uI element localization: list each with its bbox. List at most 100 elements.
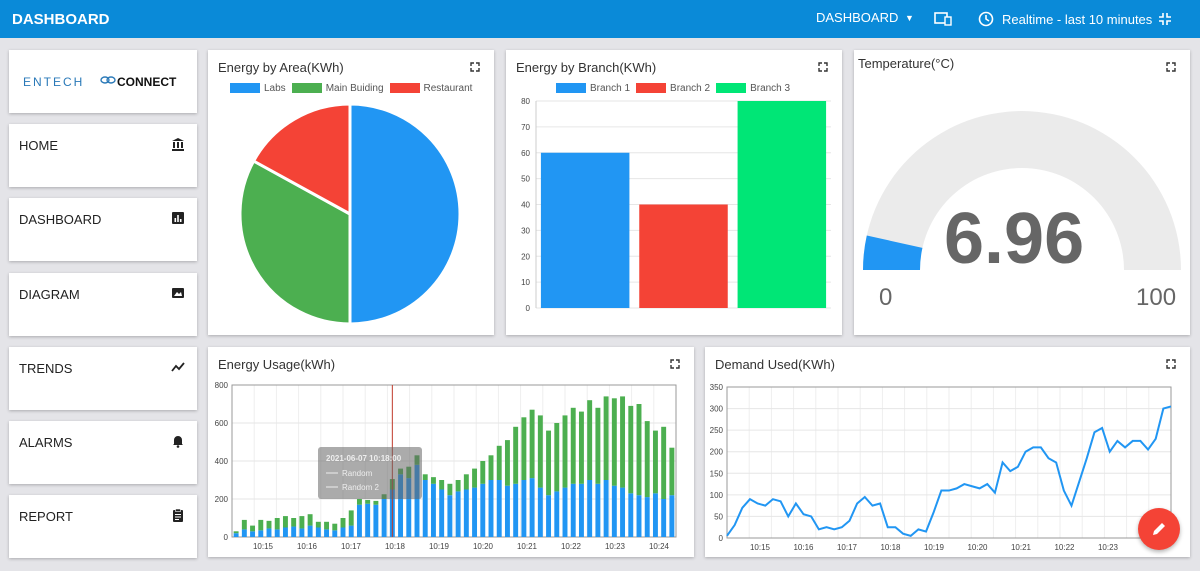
usage-bar[interactable] [603, 480, 609, 537]
usage-bar[interactable] [513, 483, 519, 537]
usage-bar[interactable] [661, 426, 667, 499]
usage-bar[interactable] [447, 483, 453, 496]
usage-bar[interactable] [611, 398, 617, 486]
usage-bar[interactable] [365, 503, 371, 537]
usage-bar[interactable] [562, 415, 568, 488]
usage-bar[interactable] [274, 529, 280, 537]
usage-bar[interactable] [274, 518, 280, 530]
usage-bar[interactable] [472, 487, 478, 537]
usage-bar[interactable] [488, 480, 494, 537]
usage-bar[interactable] [233, 531, 239, 534]
sidebar-item-diagram[interactable]: DIAGRAM [9, 273, 197, 336]
usage-bar[interactable] [595, 407, 601, 484]
usage-bar[interactable] [348, 525, 354, 537]
usage-bar[interactable] [488, 455, 494, 480]
usage-bar[interactable] [669, 447, 675, 496]
usage-bar[interactable] [463, 474, 469, 490]
dashboard-select[interactable]: DASHBOARD [816, 10, 899, 25]
bar-legend-item[interactable]: Branch 1 [556, 83, 630, 94]
usage-bar[interactable] [504, 440, 510, 486]
usage-bar[interactable] [340, 518, 346, 528]
fullscreen-icon[interactable] [670, 359, 680, 369]
usage-bar[interactable] [282, 516, 288, 528]
pie-slice[interactable] [348, 102, 462, 326]
usage-bar[interactable] [332, 530, 338, 537]
usage-bar[interactable] [233, 533, 239, 537]
usage-bar[interactable] [422, 474, 428, 480]
usage-bar[interactable] [266, 528, 272, 537]
usage-bar[interactable] [315, 527, 321, 538]
usage-bar[interactable] [414, 464, 420, 537]
usage-bar[interactable] [644, 421, 650, 498]
usage-bar[interactable] [496, 480, 502, 537]
usage-bar[interactable] [447, 495, 453, 537]
edit-fab-button[interactable] [1138, 508, 1180, 550]
usage-bar[interactable] [430, 477, 436, 484]
sidebar-item-dashboard[interactable]: DASHBOARD [9, 198, 197, 261]
usage-bar[interactable] [504, 485, 510, 537]
fullscreen-icon[interactable] [470, 62, 480, 72]
usage-bar[interactable] [554, 423, 560, 492]
usage-bar[interactable] [365, 499, 371, 504]
usage-bar[interactable] [455, 480, 461, 492]
usage-bar[interactable] [661, 499, 667, 537]
usage-bar[interactable] [241, 529, 247, 537]
fullscreen-exit-icon[interactable] [1158, 12, 1172, 26]
usage-bar[interactable] [570, 407, 576, 484]
time-range[interactable]: Realtime - last 10 minutes [1002, 12, 1153, 27]
usage-bar[interactable] [307, 525, 313, 537]
usage-bar[interactable] [324, 529, 330, 537]
usage-bar[interactable] [291, 518, 297, 527]
usage-bar[interactable] [250, 525, 256, 532]
usage-bar[interactable] [332, 523, 338, 531]
usage-bar[interactable] [291, 526, 297, 537]
usage-bar[interactable] [406, 478, 412, 537]
pie-slice[interactable] [251, 102, 352, 217]
sidebar-item-alarms[interactable]: ALARMS [9, 421, 197, 484]
usage-bar[interactable] [529, 478, 535, 537]
usage-bar[interactable] [529, 409, 535, 479]
usage-bar[interactable] [340, 527, 346, 538]
usage-bar[interactable] [570, 483, 576, 537]
usage-bar[interactable] [546, 495, 552, 537]
fullscreen-icon[interactable] [1166, 359, 1176, 369]
usage-bar[interactable] [258, 519, 264, 531]
usage-bar[interactable] [628, 493, 634, 537]
usage-bar[interactable] [644, 497, 650, 537]
usage-bar[interactable] [398, 474, 404, 537]
usage-bar[interactable] [373, 504, 379, 537]
pie-slice[interactable] [238, 158, 352, 326]
usage-bar[interactable] [513, 426, 519, 484]
usage-bar[interactable] [611, 485, 617, 537]
usage-bar[interactable] [636, 495, 642, 537]
demand-line[interactable] [726, 405, 1172, 537]
bar-legend-item[interactable]: Branch 2 [636, 83, 710, 94]
usage-bar[interactable] [439, 480, 445, 490]
usage-bar[interactable] [430, 483, 436, 537]
usage-bar[interactable] [620, 396, 626, 488]
branch-bar[interactable] [639, 204, 728, 309]
sidebar-item-report[interactable]: REPORT [9, 495, 197, 558]
usage-bar[interactable] [373, 500, 379, 505]
usage-bar[interactable] [307, 514, 313, 526]
usage-bar[interactable] [439, 489, 445, 538]
usage-bar[interactable] [480, 461, 486, 484]
branch-bar[interactable] [540, 152, 630, 308]
usage-bar[interactable] [636, 404, 642, 496]
branch-bar[interactable] [737, 101, 827, 308]
fullscreen-icon[interactable] [1166, 62, 1176, 72]
usage-bar[interactable] [554, 491, 560, 537]
usage-bar[interactable] [480, 483, 486, 537]
usage-bar[interactable] [258, 530, 264, 537]
usage-bar[interactable] [455, 491, 461, 537]
pie-legend-item[interactable]: Labs [230, 83, 286, 94]
usage-bar[interactable] [282, 527, 288, 538]
usage-bar[interactable] [537, 487, 543, 537]
usage-bar[interactable] [348, 510, 354, 526]
fullscreen-icon[interactable] [818, 62, 828, 72]
usage-bar[interactable] [250, 531, 256, 537]
usage-bar[interactable] [578, 411, 584, 484]
usage-bar[interactable] [587, 480, 593, 537]
usage-bar[interactable] [652, 493, 658, 537]
usage-bar[interactable] [356, 499, 362, 505]
